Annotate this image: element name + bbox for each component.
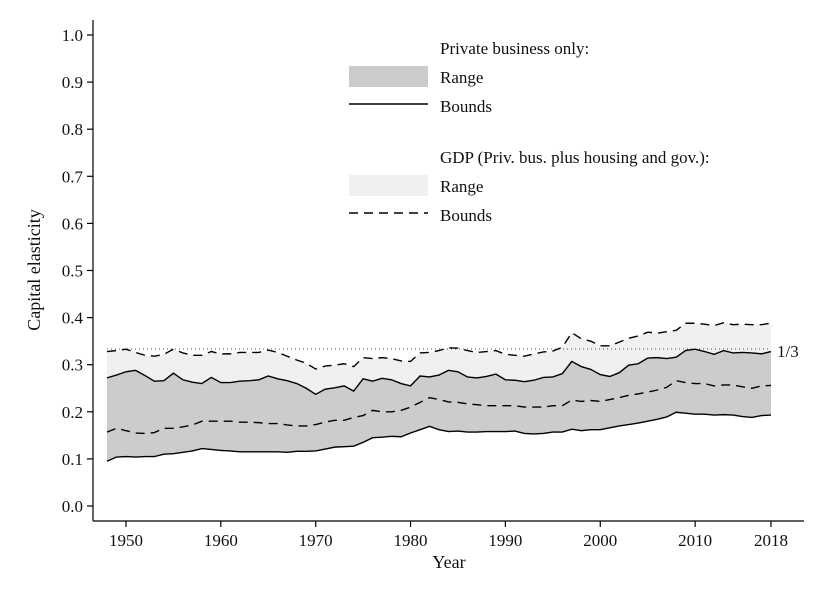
x-tick-label: 2000	[583, 531, 617, 550]
private-business-range-area	[107, 349, 771, 462]
legend-heading-private-business: Private business only:	[440, 39, 589, 58]
legend-label-private-business-range: Range	[440, 68, 483, 87]
y-tick-label: 0.3	[62, 356, 83, 375]
x-tick-label: 2010	[678, 531, 712, 550]
legend-label-gdp-range: Range	[440, 177, 483, 196]
y-tick-label: 0.9	[62, 73, 83, 92]
private-business-lower-bound-line	[106, 411, 772, 462]
x-axis-ticks: 1950 1960 1970 1980 1990 2000 2010 2018	[109, 521, 788, 550]
private-business-upper-bound-line	[106, 348, 772, 396]
legend-swatch-gdp-range	[349, 175, 428, 196]
reference-line-label: 1/3	[777, 342, 799, 361]
legend-heading-gdp: GDP (Priv. bus. plus housing and gov.):	[440, 148, 710, 167]
x-tick-label: 1970	[299, 531, 333, 550]
legend-swatch-private-business-range	[349, 66, 428, 87]
y-tick-label: 1.0	[62, 26, 83, 45]
gdp-lower-bound-line	[106, 379, 772, 435]
legend-label-private-business-bounds: Bounds	[440, 97, 492, 116]
y-tick-label: 0.5	[62, 262, 83, 281]
gdp-upper-bound-line	[106, 322, 772, 370]
x-tick-label: 1990	[488, 531, 522, 550]
legend-label-gdp-bounds: Bounds	[440, 206, 492, 225]
y-tick-label: 0.6	[62, 214, 83, 233]
private-business-range-area-layer	[107, 349, 771, 462]
y-tick-label: 0.0	[62, 497, 83, 516]
y-tick-label: 0.2	[62, 403, 83, 422]
x-tick-label: 1980	[394, 531, 428, 550]
y-tick-label: 0.1	[62, 450, 83, 469]
bounds-lines-layer	[106, 322, 772, 462]
y-tick-label: 0.8	[62, 120, 83, 139]
x-tick-label: 1950	[109, 531, 143, 550]
x-tick-label: 2018	[754, 531, 788, 550]
legend: Private business only: Range Bounds GDP …	[349, 39, 710, 225]
y-axis-ticks: 0.0 0.1 0.2 0.3 0.4 0.5 0.6 0.7 0.8 0.9 1.0	[62, 26, 93, 516]
x-axis-title: Year	[432, 552, 465, 572]
y-tick-label: 0.4	[62, 309, 84, 328]
y-tick-label: 0.7	[62, 167, 84, 186]
y-axis-title: Capital elasticity	[24, 209, 44, 330]
x-tick-label: 1960	[204, 531, 238, 550]
